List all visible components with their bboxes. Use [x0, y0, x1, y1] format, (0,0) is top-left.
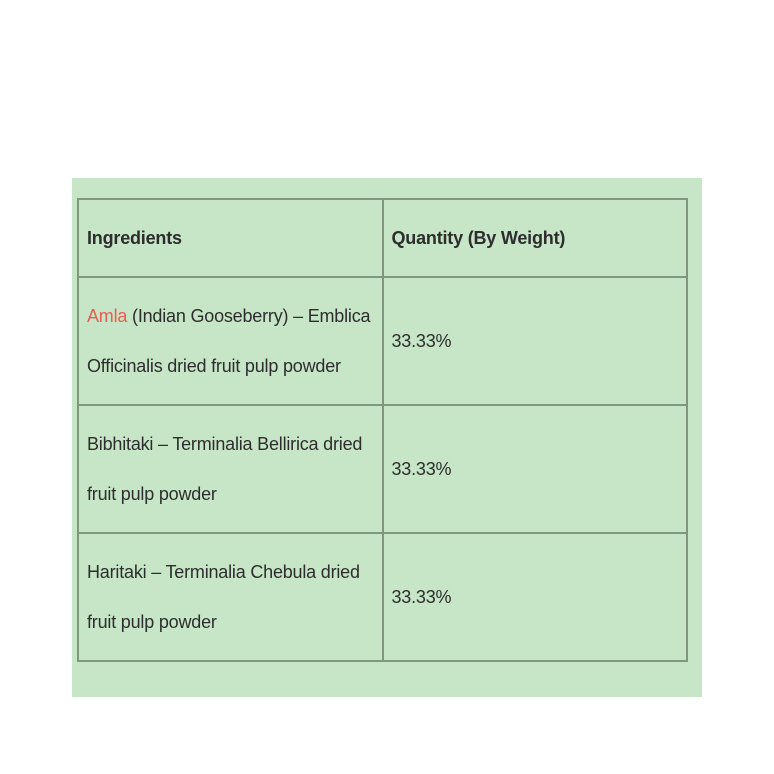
table-row: Haritaki – Terminalia Chebula dried frui…: [78, 533, 687, 661]
quantity-cell: 33.33%: [382, 277, 687, 405]
ingredient-cell: Bibhitaki – Terminalia Bellirica dried f…: [78, 405, 383, 533]
ingredients-table: Ingredients Quantity (By Weight) Amla (I…: [77, 198, 688, 662]
ingredient-text: Haritaki – Terminalia Chebula dried frui…: [87, 562, 360, 632]
amla-link[interactable]: Amla: [87, 306, 128, 326]
ingredient-cell: Haritaki – Terminalia Chebula dried frui…: [78, 533, 383, 661]
header-quantity: Quantity (By Weight): [382, 199, 687, 277]
table-row: Bibhitaki – Terminalia Bellirica dried f…: [78, 405, 687, 533]
quantity-cell: 33.33%: [382, 405, 687, 533]
ingredient-text: (Indian Gooseberry) – Emblica Officinali…: [87, 306, 371, 376]
ingredient-text: Bibhitaki – Terminalia Bellirica dried f…: [87, 434, 363, 504]
table-row: Amla (Indian Gooseberry) – Emblica Offic…: [78, 277, 687, 405]
ingredients-panel: Ingredients Quantity (By Weight) Amla (I…: [72, 178, 702, 697]
quantity-cell: 33.33%: [382, 533, 687, 661]
table-header-row: Ingredients Quantity (By Weight): [78, 199, 687, 277]
ingredient-cell: Amla (Indian Gooseberry) – Emblica Offic…: [78, 277, 383, 405]
header-ingredients: Ingredients: [78, 199, 383, 277]
